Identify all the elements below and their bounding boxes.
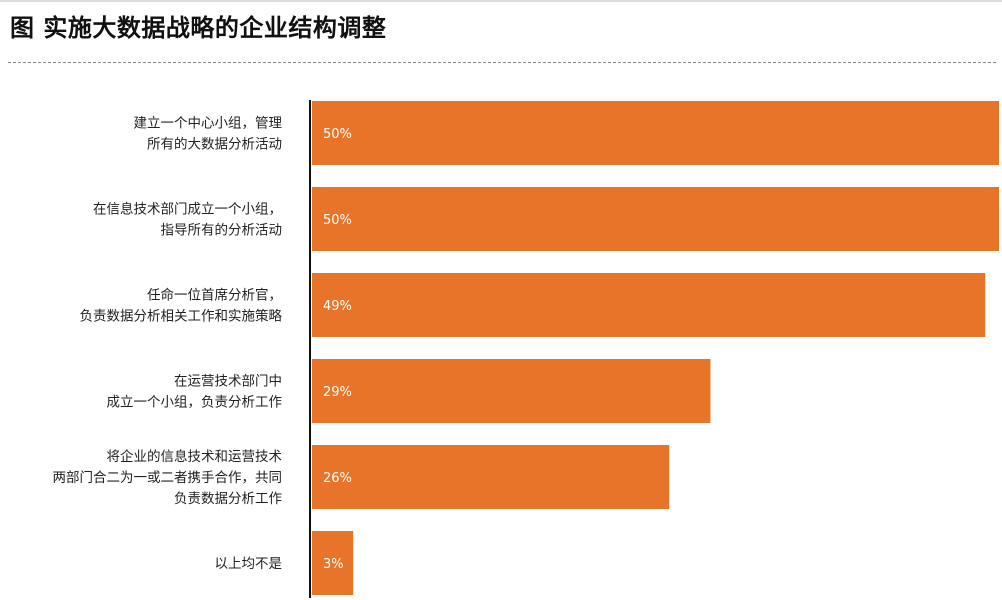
bar-1: [312, 187, 999, 251]
value-label-2: 49%: [323, 299, 352, 314]
bar-2: [312, 273, 986, 337]
value-label-3: 29%: [323, 385, 352, 400]
category-label-4-line-1: 两部门合二为一或二者携手合作，共同: [53, 470, 283, 486]
category-label-1-line-1: 指导所有的分析活动: [161, 223, 283, 239]
category-label-5-line-0: 以上均不是: [215, 556, 283, 572]
bar-0: [312, 101, 999, 165]
category-label-3-line-1: 成立一个小组，负责分析工作: [107, 395, 283, 411]
category-label-0-line-0: 建立一个中心小组，管理: [134, 116, 283, 132]
category-label-2-line-0: 任命一位首席分析官，: [147, 287, 282, 304]
category-label-1-line-0: 在信息技术部门成立一个小组，: [93, 201, 282, 218]
value-label-4: 26%: [323, 471, 352, 486]
category-label-4-line-0: 将企业的信息技术和运营技术: [107, 448, 283, 465]
chart-title: 图 实施大数据战略的企业结构调整: [10, 14, 387, 42]
value-label-0: 50%: [323, 127, 352, 142]
category-label-3-line-0: 在运营技术部门中: [174, 374, 282, 390]
top-edge-line: [0, 0, 1002, 2]
bar-3: [312, 359, 711, 423]
bar-4: [312, 445, 670, 509]
category-label-4-line-2: 负责数据分析工作: [174, 491, 282, 507]
value-label-5: 3%: [323, 557, 344, 572]
bar-5: [312, 531, 354, 595]
title-divider: [8, 62, 996, 63]
category-label-0-line-1: 所有的大数据分析活动: [147, 137, 282, 153]
value-label-1: 50%: [323, 213, 352, 228]
category-label-2-line-1: 负责数据分析相关工作和实施策略: [80, 308, 283, 325]
